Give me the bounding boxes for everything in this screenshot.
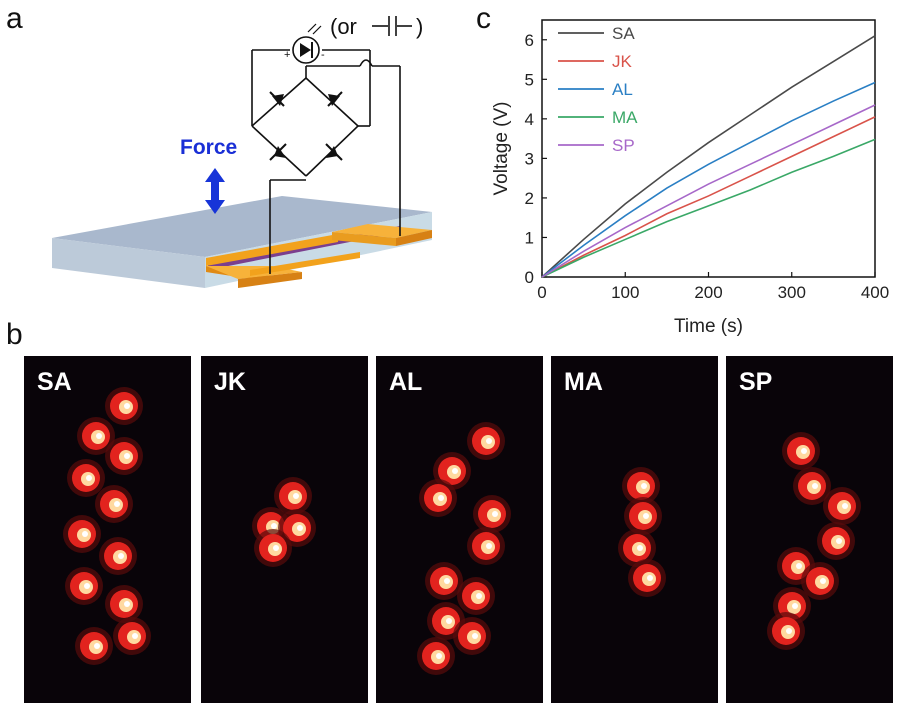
series-line-al bbox=[541, 81, 876, 278]
led-bulb bbox=[817, 522, 855, 560]
led-bulb bbox=[618, 529, 656, 567]
circuit-wires bbox=[251, 49, 401, 274]
plot-frame bbox=[541, 19, 876, 278]
led-bulb bbox=[75, 627, 113, 665]
led-bulb bbox=[417, 637, 455, 675]
led-array-jk bbox=[252, 477, 316, 567]
y-tick-label: 3 bbox=[525, 149, 534, 168]
y-tick-label: 2 bbox=[525, 189, 534, 208]
led-bulb bbox=[77, 417, 115, 455]
x-tick-label: 300 bbox=[778, 283, 806, 302]
panel-label-b: b bbox=[6, 318, 23, 351]
x-tick-label: 100 bbox=[611, 283, 639, 302]
close-paren: ) bbox=[416, 14, 423, 39]
y-tick-label: 0 bbox=[525, 268, 534, 287]
led-symbol bbox=[292, 23, 322, 64]
led-photo-ma: MA bbox=[551, 356, 718, 703]
led-bulb bbox=[628, 559, 666, 597]
photo-label-sa: SA bbox=[37, 368, 72, 396]
legend-label-jk: JK bbox=[612, 52, 633, 71]
led-array-sp bbox=[767, 432, 861, 650]
x-axis-label: Time (s) bbox=[674, 316, 743, 337]
led-array-sa bbox=[63, 387, 151, 665]
force-label: Force bbox=[180, 136, 237, 159]
led-bulb bbox=[105, 585, 143, 623]
force-arrow bbox=[205, 168, 225, 214]
led-array-ma bbox=[618, 467, 666, 597]
x-tick-label: 200 bbox=[694, 283, 722, 302]
led-bulb bbox=[433, 452, 471, 490]
y-tick-label: 1 bbox=[525, 228, 534, 247]
led-photo-sa: SA bbox=[24, 356, 191, 703]
led-bulb bbox=[113, 617, 151, 655]
led-bulb bbox=[99, 537, 137, 575]
led-bulb bbox=[274, 477, 312, 515]
y-tick-label: 5 bbox=[525, 70, 534, 89]
legend-label-al: AL bbox=[612, 80, 633, 99]
led-photo-jk: JK bbox=[201, 356, 368, 703]
bridge-diodes bbox=[269, 91, 343, 161]
photo-label-jk: JK bbox=[214, 368, 246, 396]
led-bulb bbox=[767, 612, 805, 650]
minus-sign: - bbox=[321, 49, 325, 61]
led-bulb bbox=[823, 487, 861, 525]
led-bulb bbox=[622, 467, 660, 505]
led-bulb bbox=[782, 432, 820, 470]
photo-label-al: AL bbox=[389, 368, 423, 396]
legend-label-sp: SP bbox=[612, 136, 635, 155]
led-bulb bbox=[254, 529, 292, 567]
led-bulb bbox=[65, 567, 103, 605]
led-bulb bbox=[624, 497, 662, 535]
led-bulb bbox=[105, 437, 143, 475]
led-bulb bbox=[105, 387, 143, 425]
y-tick-label: 6 bbox=[525, 31, 534, 50]
photo-label-ma: MA bbox=[564, 368, 603, 396]
legend-label-sa: SA bbox=[612, 24, 635, 43]
panel-label-a: a bbox=[6, 2, 23, 35]
led-bulb bbox=[67, 459, 105, 497]
y-axis-label: Voltage (V) bbox=[491, 102, 512, 196]
led-bulb bbox=[473, 495, 511, 533]
led-bulb bbox=[425, 562, 463, 600]
led-bulb bbox=[467, 527, 505, 565]
series-line-sp bbox=[541, 104, 876, 278]
series-line-ma bbox=[541, 138, 876, 278]
x-tick-label: 400 bbox=[861, 283, 889, 302]
legend-label-ma: MA bbox=[612, 108, 638, 127]
device-schematic: Force + - (or bbox=[52, 14, 432, 288]
series-line-jk bbox=[541, 116, 876, 278]
led-bulb bbox=[801, 562, 839, 600]
voltage-time-chart: 0 100 200 300 400 0 1 2 3 4 5 6 Time (s) Voltage (V) S… bbox=[491, 19, 889, 337]
capacitor-symbol bbox=[372, 16, 412, 36]
led-bulb bbox=[457, 577, 495, 615]
led-photo-al: AL bbox=[376, 356, 543, 703]
led-bulb bbox=[419, 479, 457, 517]
or-label: (or bbox=[330, 14, 357, 39]
led-bulb bbox=[63, 515, 101, 553]
led-bulb bbox=[467, 422, 505, 460]
series-line-sa bbox=[541, 35, 876, 278]
right-electrode bbox=[250, 224, 432, 276]
led-bulb bbox=[777, 547, 815, 585]
led-bulb bbox=[95, 485, 133, 523]
led-bulb bbox=[793, 467, 831, 505]
y-tick-label: 4 bbox=[525, 110, 534, 129]
x-tick-label: 0 bbox=[537, 283, 546, 302]
panel-label-c: c bbox=[476, 2, 491, 35]
led-bulb bbox=[453, 617, 491, 655]
photo-label-sp: SP bbox=[739, 368, 773, 396]
plus-sign: + bbox=[284, 49, 290, 61]
led-array-al bbox=[417, 422, 511, 675]
led-photo-sp: SP bbox=[726, 356, 893, 703]
